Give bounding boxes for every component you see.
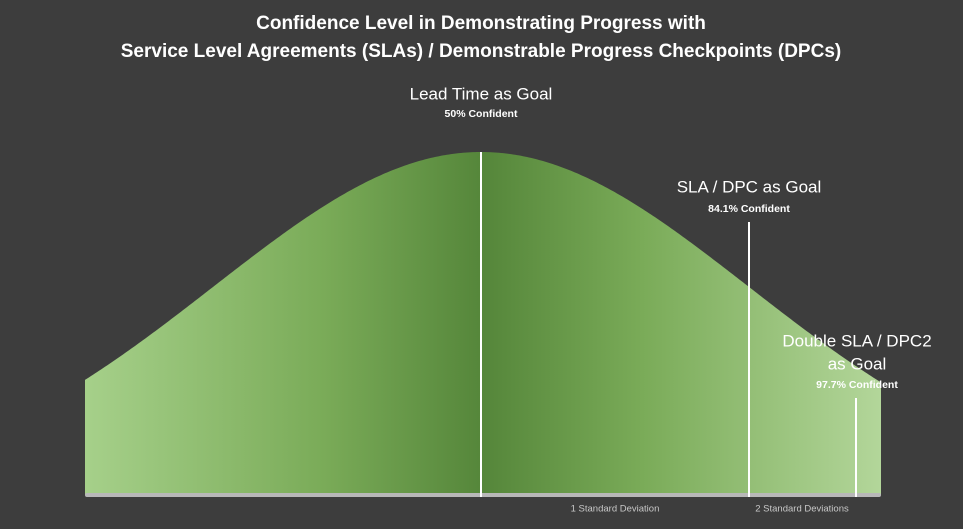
marker-label: Double SLA / DPC2: [782, 331, 931, 350]
marker-label: as Goal: [828, 354, 887, 373]
marker-confidence: 97.7% Confident: [816, 379, 898, 391]
marker-label: Lead Time as Goal: [410, 84, 553, 103]
marker-confidence: 50% Confident: [445, 108, 518, 120]
title: Service Level Agreements (SLAs) / Demons…: [121, 41, 841, 62]
bell-curve: [85, 152, 881, 495]
axis-label: 1 Standard Deviation: [571, 504, 660, 515]
marker-confidence: 84.1% Confident: [708, 203, 790, 215]
marker-label: SLA / DPC as Goal: [677, 177, 822, 196]
axis-label: 2 Standard Deviations: [755, 504, 849, 515]
title: Confidence Level in Demonstrating Progre…: [256, 13, 706, 34]
baseline: [85, 493, 881, 497]
